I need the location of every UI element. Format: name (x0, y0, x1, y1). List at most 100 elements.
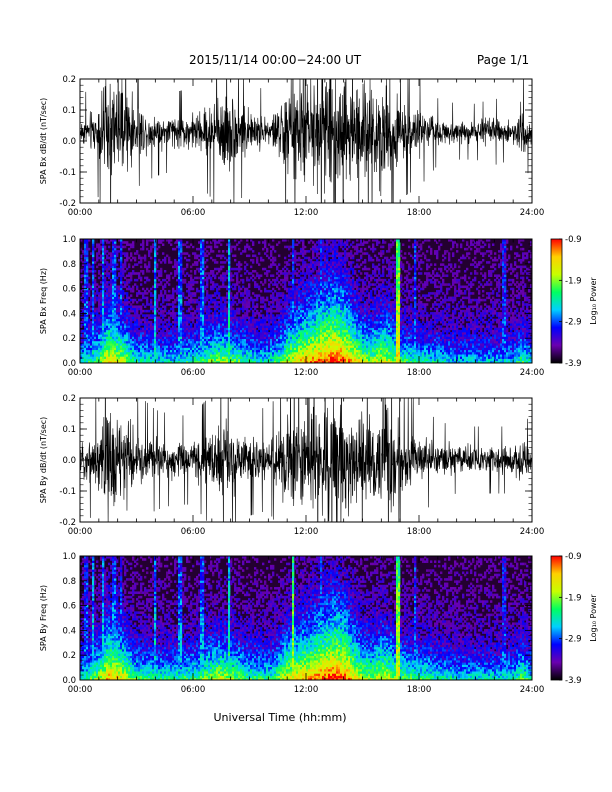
spectrogram-cell (302, 247, 305, 251)
spectrogram-cell (98, 276, 101, 280)
spectrogram-cell (90, 312, 93, 315)
spectrogram-cell (314, 307, 317, 311)
spectrogram-cell (202, 347, 205, 351)
spectrogram-cell (164, 256, 167, 260)
spectrogram-cell (232, 278, 235, 282)
spectrogram-cell (202, 281, 205, 284)
spectrogram-cell (118, 332, 121, 335)
spectrogram-cell (226, 343, 229, 346)
spectrogram-cell (142, 287, 145, 291)
spectrogram-cell (206, 356, 209, 359)
spectrogram-cell (282, 345, 285, 348)
spectrogram-cell (126, 314, 129, 317)
spectrogram-cell (308, 329, 311, 333)
spectrogram-cell (200, 283, 203, 286)
spectrogram-cell (234, 254, 237, 258)
spectrogram-cell (144, 314, 147, 317)
spectrogram-cell (302, 261, 305, 264)
spectrogram-cell (318, 320, 321, 324)
spectrogram-cell (318, 314, 321, 317)
spectrogram-cell (210, 305, 213, 308)
spectrogram-cell (164, 360, 167, 364)
spectrogram-cell (274, 334, 277, 337)
spectrogram-cell (90, 329, 93, 333)
spectrogram-cell (132, 256, 135, 260)
spectrogram-cell (310, 323, 313, 326)
spectrogram-cell (104, 332, 107, 335)
spectrogram-cell (110, 296, 113, 300)
spectrogram-cell (302, 327, 305, 331)
spectrogram-cell (146, 265, 149, 269)
spectrogram-cell (86, 318, 89, 322)
spectrogram-cell (108, 265, 111, 269)
spectrogram-cell (208, 332, 211, 335)
spectrogram-cell (190, 356, 193, 359)
spectrogram-cell (128, 309, 131, 313)
spectrogram-cell (190, 278, 193, 282)
spectrogram-cell (180, 294, 183, 297)
spectrogram-cell (214, 245, 217, 249)
spectrogram-cell (228, 261, 231, 264)
spectrogram-cell (102, 329, 105, 333)
spectrogram-cell (292, 360, 295, 364)
spectrogram-cell (164, 354, 167, 357)
spectrogram-cell (250, 360, 253, 364)
spectrogram-cell (98, 332, 101, 335)
spectrogram-cell (304, 276, 307, 280)
spectrogram-cell (114, 276, 117, 280)
spectrogram-cell (314, 338, 317, 342)
spectrogram-cell (310, 345, 313, 348)
spectrogram-cell (120, 336, 123, 339)
spectrogram-cell (306, 294, 309, 297)
spectrogram-cell (144, 351, 147, 355)
spectrogram-cell (86, 276, 89, 280)
spectrogram-cell (164, 343, 167, 346)
spectrogram-cell (294, 327, 297, 331)
spectrogram-cell (280, 354, 283, 357)
spectrogram-cell (192, 340, 195, 344)
spectrogram-cell (92, 336, 95, 339)
spectrogram-cell (270, 258, 273, 262)
spectrogram-cell (112, 267, 115, 271)
spectrogram-cell (226, 327, 229, 331)
spectrogram-cell (84, 296, 87, 300)
spectrogram-cell (90, 303, 93, 306)
spectrogram-cell (112, 303, 115, 306)
spectrogram-cell (214, 327, 217, 331)
spectrogram-cell (240, 329, 243, 333)
spectrogram-cell (260, 309, 263, 313)
spectrogram-cell (152, 336, 155, 339)
spectrogram-cell (228, 241, 231, 244)
spectrogram-cell (164, 345, 167, 348)
spectrogram-cell (156, 334, 159, 337)
spectrogram-cell (86, 354, 89, 357)
spectrogram-cell (242, 334, 245, 337)
spectrogram-cell (186, 329, 189, 333)
spectrogram-cell (86, 345, 89, 348)
spectrogram-cell (98, 356, 101, 359)
spectrogram-cell (302, 320, 305, 324)
spectrogram-cell (136, 250, 139, 253)
spectrogram-cell (286, 323, 289, 326)
spectrogram-cell (140, 283, 143, 286)
spectrogram-cell (112, 285, 115, 289)
spectrogram-cell (220, 323, 223, 326)
spectrogram-cell (116, 296, 119, 300)
spectrogram-cell (202, 287, 205, 291)
spectrogram-cell (172, 329, 175, 333)
spectrogram-cell (214, 292, 217, 295)
spectrogram-cell (124, 283, 127, 286)
spectrogram-cell (280, 309, 283, 313)
spectrogram-cell (100, 316, 103, 320)
spectrogram-cell (124, 261, 127, 264)
spectrogram-cell (84, 247, 87, 251)
spectrogram-cell (296, 298, 299, 302)
spectrogram-cell (316, 298, 319, 302)
spectrogram-cell (196, 336, 199, 339)
spectrogram-cell (166, 298, 169, 302)
spectrogram-cell (194, 325, 197, 328)
spectrogram-cell (208, 296, 211, 300)
spectrogram-cell (310, 334, 313, 337)
spectrogram-cell (264, 327, 267, 331)
spectrogram-cell (314, 263, 317, 266)
